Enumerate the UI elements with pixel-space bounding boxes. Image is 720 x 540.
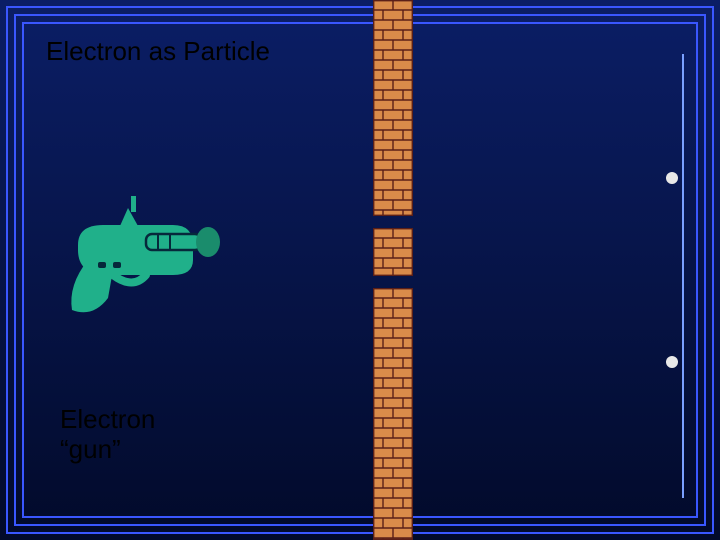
electron-dot-2	[666, 356, 678, 368]
barrier-segment-3	[373, 288, 413, 540]
electron-gun-icon	[58, 190, 223, 325]
gun-label: Electron “gun”	[60, 405, 155, 465]
slide-stage: Electron as Particle Electron “gun”	[0, 0, 720, 540]
slide-title: Electron as Particle	[46, 36, 270, 67]
electron-dot-1	[666, 172, 678, 184]
barrier-segment-2	[373, 228, 413, 276]
detector-screen	[682, 54, 684, 498]
barrier-segment-1	[373, 0, 413, 216]
